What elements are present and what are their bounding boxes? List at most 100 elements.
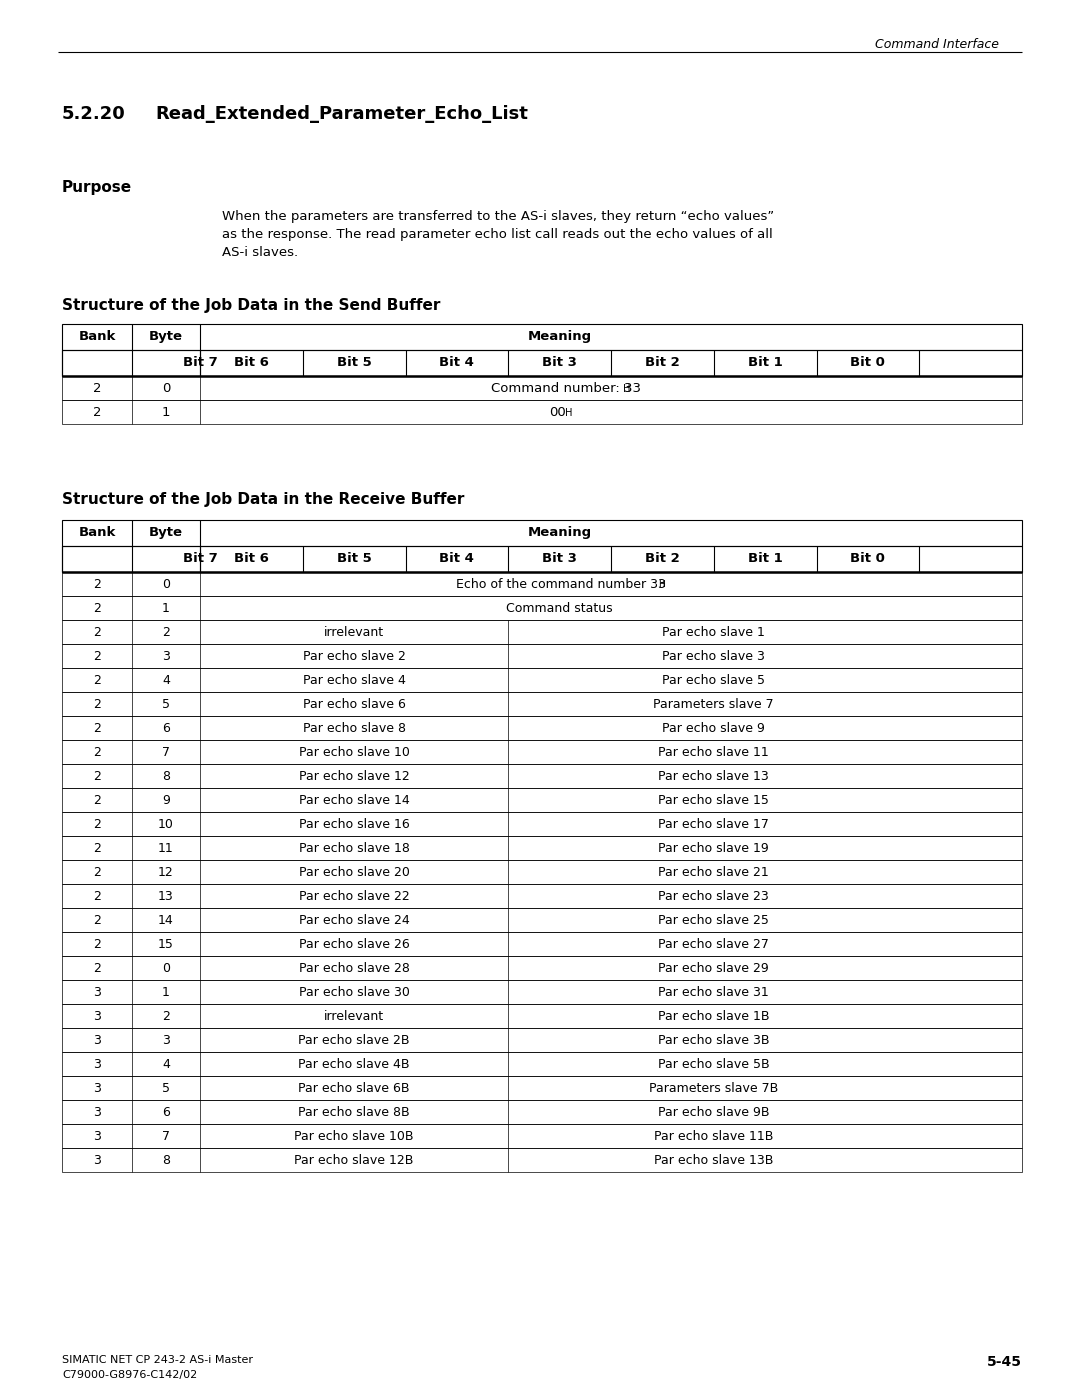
- Text: 3: 3: [93, 986, 100, 999]
- Text: 2: 2: [93, 914, 100, 928]
- Bar: [62, 1052, 1022, 1076]
- Text: as the response. The read parameter echo list call reads out the echo values of : as the response. The read parameter echo…: [222, 228, 773, 242]
- Text: H: H: [658, 580, 664, 590]
- Text: Bit 1: Bit 1: [747, 356, 783, 369]
- Text: 3: 3: [93, 1058, 100, 1071]
- Text: Par echo slave 27: Par echo slave 27: [659, 937, 769, 951]
- Text: SIMATIC NET CP 243-2 AS-i Master: SIMATIC NET CP 243-2 AS-i Master: [62, 1355, 253, 1365]
- Text: Par echo slave 6: Par echo slave 6: [302, 698, 406, 711]
- Text: Par echo slave 24: Par echo slave 24: [299, 914, 409, 928]
- Bar: [62, 812, 1022, 835]
- Text: 7: 7: [162, 746, 170, 759]
- Text: 2: 2: [162, 626, 170, 638]
- Text: 2: 2: [93, 673, 100, 687]
- Text: Par echo slave 8B: Par echo slave 8B: [298, 1106, 410, 1119]
- Text: Command number: 33: Command number: 33: [490, 381, 640, 395]
- Bar: [62, 324, 1022, 351]
- Text: 3: 3: [93, 1130, 100, 1143]
- Text: 2: 2: [93, 698, 100, 711]
- Bar: [62, 861, 1022, 884]
- Text: 0: 0: [162, 381, 171, 395]
- Bar: [62, 546, 1022, 571]
- Text: 11: 11: [158, 842, 174, 855]
- Text: Bit 0: Bit 0: [850, 356, 886, 369]
- Bar: [62, 376, 1022, 400]
- Bar: [62, 571, 1022, 597]
- Text: Par echo slave 4: Par echo slave 4: [302, 673, 406, 687]
- Text: 8: 8: [162, 770, 170, 782]
- Text: 1: 1: [162, 407, 171, 419]
- Text: Par echo slave 19: Par echo slave 19: [659, 842, 769, 855]
- Bar: [62, 1004, 1022, 1028]
- Text: Par echo slave 17: Par echo slave 17: [659, 819, 769, 831]
- Text: Structure of the Job Data in the Receive Buffer: Structure of the Job Data in the Receive…: [62, 492, 464, 507]
- Text: 4: 4: [162, 673, 170, 687]
- Text: 4: 4: [162, 1058, 170, 1071]
- Bar: [62, 981, 1022, 1004]
- Text: Bit 2: Bit 2: [645, 356, 679, 369]
- Text: 2: 2: [93, 793, 100, 807]
- Text: 2: 2: [93, 578, 100, 591]
- Bar: [62, 764, 1022, 788]
- Text: 12: 12: [158, 866, 174, 879]
- Text: 2: 2: [93, 963, 100, 975]
- Text: Par echo slave 11B: Par echo slave 11B: [654, 1130, 773, 1143]
- Text: 2: 2: [93, 842, 100, 855]
- Text: 5-45: 5-45: [987, 1355, 1022, 1369]
- Text: Par echo slave 31: Par echo slave 31: [659, 986, 769, 999]
- Text: Par echo slave 8: Par echo slave 8: [302, 722, 406, 735]
- Text: Par echo slave 12: Par echo slave 12: [299, 770, 409, 782]
- Text: Par echo slave 26: Par echo slave 26: [299, 937, 409, 951]
- Text: Par echo slave 1: Par echo slave 1: [662, 626, 766, 638]
- Text: Bit 3: Bit 3: [542, 552, 577, 564]
- Text: Par echo slave 16: Par echo slave 16: [299, 819, 409, 831]
- Text: 0: 0: [162, 963, 170, 975]
- Bar: [62, 520, 1022, 546]
- Text: Bit 7: Bit 7: [183, 356, 217, 369]
- Text: Parameters slave 7: Parameters slave 7: [653, 698, 774, 711]
- Text: Bit 0: Bit 0: [850, 552, 886, 564]
- Text: 3: 3: [93, 1154, 100, 1166]
- Text: Par echo slave 10: Par echo slave 10: [299, 746, 409, 759]
- Text: Par echo slave 10B: Par echo slave 10B: [295, 1130, 414, 1143]
- Bar: [62, 740, 1022, 764]
- Text: 2: 2: [93, 770, 100, 782]
- Text: Par echo slave 5: Par echo slave 5: [662, 673, 766, 687]
- Text: Par echo slave 11: Par echo slave 11: [659, 746, 769, 759]
- Text: Bit 6: Bit 6: [234, 356, 269, 369]
- Text: 5: 5: [162, 698, 170, 711]
- Text: 2: 2: [93, 722, 100, 735]
- Text: 15: 15: [158, 937, 174, 951]
- Text: When the parameters are transferred to the AS-i slaves, they return “echo values: When the parameters are transferred to t…: [222, 210, 774, 224]
- Bar: [62, 908, 1022, 932]
- Text: 3: 3: [162, 650, 170, 664]
- Text: 2: 2: [93, 866, 100, 879]
- Text: Par echo slave 20: Par echo slave 20: [299, 866, 409, 879]
- Text: 5: 5: [162, 1083, 170, 1095]
- Text: 2: 2: [93, 937, 100, 951]
- Text: Par echo slave 22: Par echo slave 22: [299, 890, 409, 902]
- Text: 2: 2: [93, 407, 102, 419]
- Text: 2: 2: [93, 890, 100, 902]
- Text: 00: 00: [549, 407, 566, 419]
- Text: 8: 8: [162, 1154, 170, 1166]
- Bar: [62, 1076, 1022, 1099]
- Text: 2: 2: [93, 819, 100, 831]
- Text: Par echo slave 9B: Par echo slave 9B: [658, 1106, 769, 1119]
- Text: C79000-G8976-C142/02: C79000-G8976-C142/02: [62, 1370, 198, 1380]
- Text: Bank: Bank: [79, 527, 116, 539]
- Text: 2: 2: [93, 746, 100, 759]
- Text: Bit 3: Bit 3: [542, 356, 577, 369]
- Text: 1: 1: [162, 602, 170, 615]
- Text: Par echo slave 18: Par echo slave 18: [299, 842, 409, 855]
- Text: 3: 3: [93, 1106, 100, 1119]
- Text: Bit 4: Bit 4: [440, 356, 474, 369]
- Text: 2: 2: [93, 602, 100, 615]
- Text: Par echo slave 3B: Par echo slave 3B: [658, 1034, 769, 1046]
- Text: Bit 2: Bit 2: [645, 552, 679, 564]
- Bar: [62, 884, 1022, 908]
- Text: 10: 10: [158, 819, 174, 831]
- Bar: [62, 351, 1022, 376]
- Bar: [62, 620, 1022, 644]
- Bar: [62, 692, 1022, 717]
